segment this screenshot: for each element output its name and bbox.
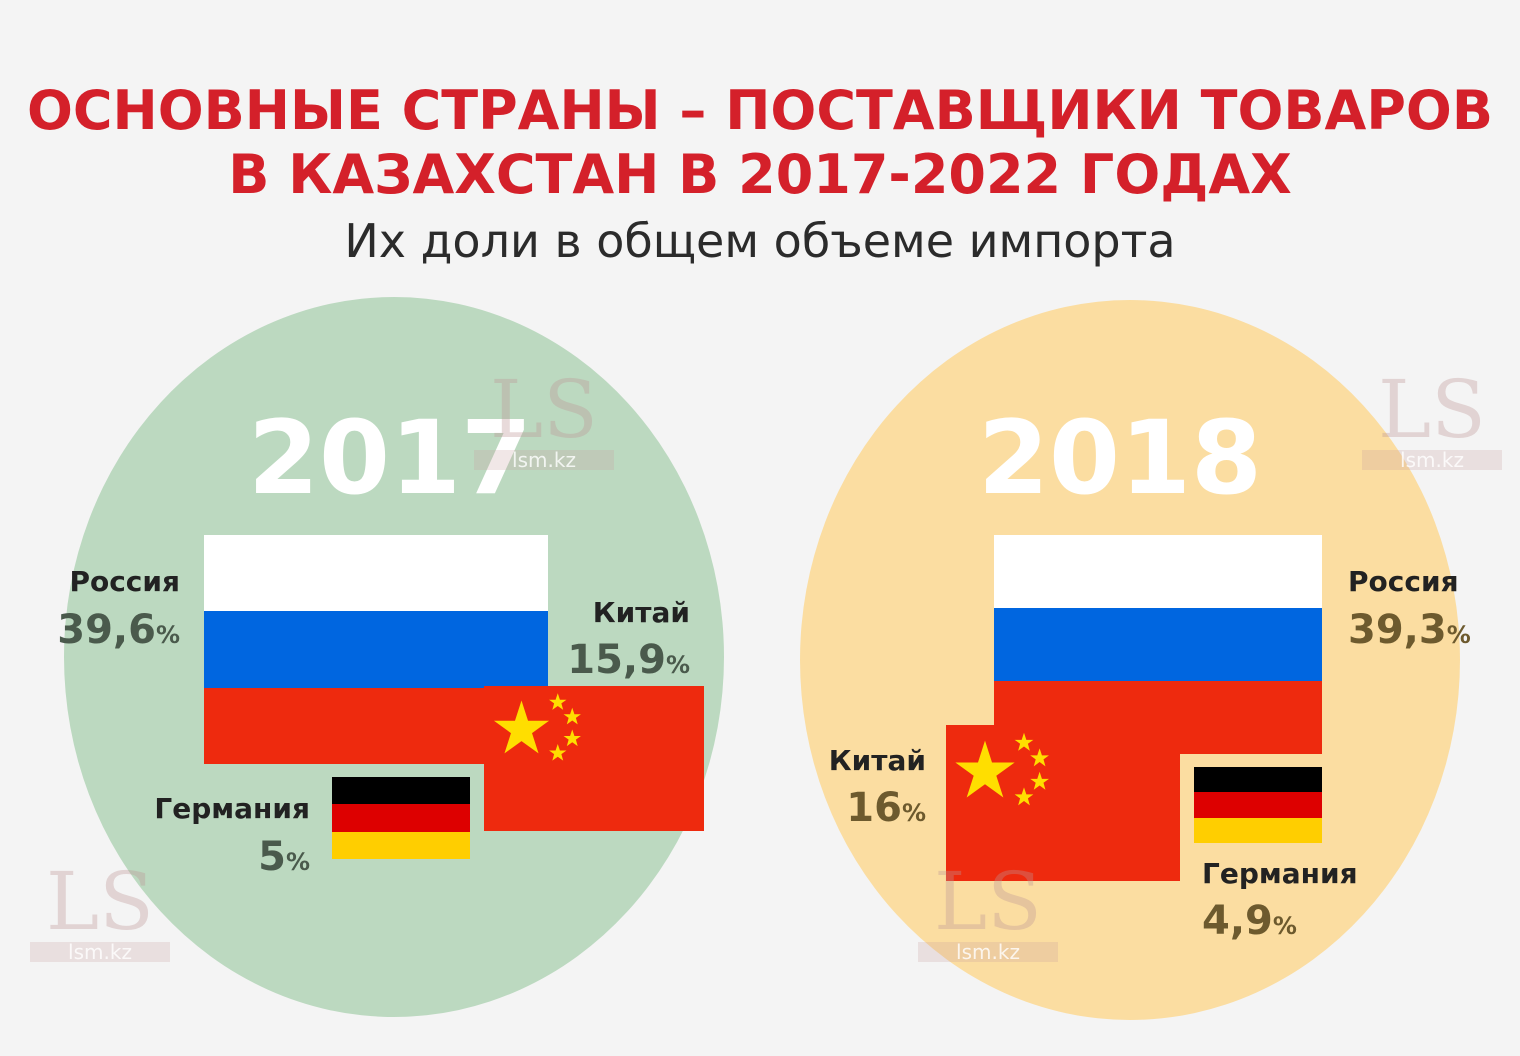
flag-china-icon <box>946 725 1180 881</box>
watermark-logo: LS lsm.kz <box>918 862 1058 962</box>
flag-germany-icon <box>1194 767 1322 843</box>
flag-russia-icon <box>204 535 548 765</box>
title-line-1: ОСНОВНЫЕ СТРАНЫ – ПОСТАВЩИКИ ТОВАРОВ <box>27 79 1493 142</box>
germany-2018-label: Германия <box>1202 857 1358 890</box>
russia-2018-value: 39,3% <box>1348 607 1471 653</box>
watermark-logo: LS lsm.kz <box>30 862 170 962</box>
china-2018-value: 16% <box>846 785 926 831</box>
year-2017-label: 2017 <box>248 399 532 518</box>
russia-2018-label: Россия <box>1348 565 1459 598</box>
watermark-logo: LS lsm.kz <box>1362 370 1502 470</box>
subtitle: Их доли в общем объеме импорта <box>344 214 1176 268</box>
flag-china-icon <box>484 686 704 831</box>
china-2018-label: Китай <box>828 744 926 777</box>
china-2017-label: Китай <box>592 596 690 629</box>
title-line-2: В КАЗАХСТАН В 2017-2022 ГОДАХ <box>228 143 1292 206</box>
russia-2017-label: Россия <box>69 565 180 598</box>
russia-2017-value: 39,6% <box>57 607 180 653</box>
flag-russia-icon <box>994 535 1322 754</box>
flag-germany-icon <box>332 777 470 859</box>
germany-2017-label: Германия <box>154 792 310 825</box>
china-2017-value: 15,9% <box>567 637 690 683</box>
germany-2018-value: 4,9% <box>1202 898 1297 944</box>
watermark-logo: LS lsm.kz <box>474 370 614 470</box>
year-2018-label: 2018 <box>978 399 1262 518</box>
germany-2017-value: 5% <box>258 834 310 880</box>
